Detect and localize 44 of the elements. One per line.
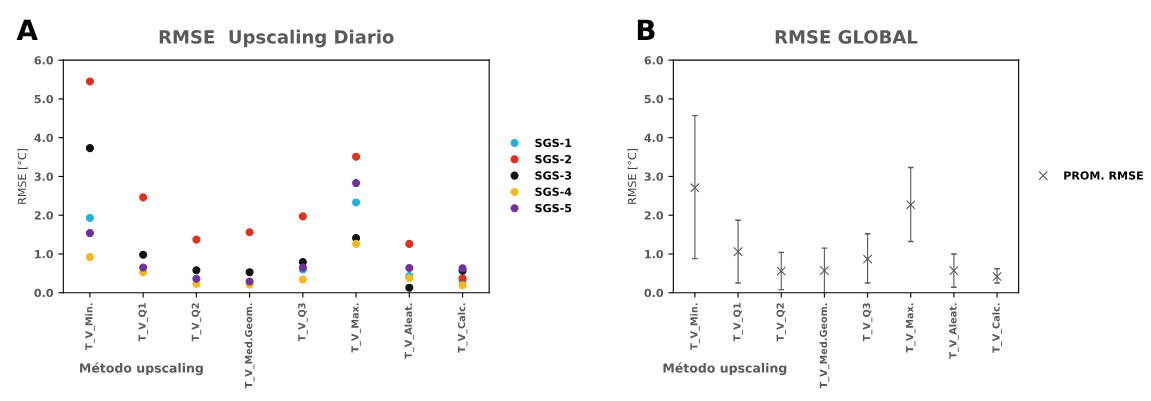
y-tick-label: 0.0 [34,288,54,298]
y-tick-label: 2.0 [34,211,54,220]
y-tick-label: 3.0 [34,172,54,181]
x-tick-label: T_V_Med.Geom. [819,303,830,389]
y-tick-label: 1.0 [645,249,664,259]
y-tick-label: 1.0 [35,249,54,259]
legend-label: SGS-2 [535,154,572,164]
x-tick-label: T_V_Q1 [138,303,148,342]
y-tick-label: 5.0 [644,94,664,104]
y-tick-label: 2.0 [644,211,664,220]
x-tick-label: T_V_Q1 [733,303,743,342]
x-tick-label: T_V_Min. [85,303,95,350]
legend-label: SGS-4 [535,187,572,196]
legend-label: SGS-5 [535,203,572,213]
y-tick-label: 4.0 [34,133,54,143]
x-tick-label: T_V_Med.Geom. [244,303,255,389]
x-tick-label: T_V_Q3 [862,303,873,342]
chart-title: RMSE Upscaling Diario [159,29,394,48]
y-tick-label: 3.0 [644,172,664,181]
x-tick-label: T_V_Aleat. [404,303,415,359]
x-tick-label: T_V_Calc. [992,303,1002,353]
x-tick-label: T_V_Max. [351,303,361,353]
x-axis-title: Método upscaling [80,362,203,376]
y-tick-label: 6.0 [34,56,54,65]
x-tick-label: T_V_Min. [690,303,700,350]
legend-label: PROM. RMSE [1064,171,1143,180]
x-tick-label: T_V_Calc. [457,303,468,353]
legend-label: SGS-3 [535,171,572,180]
x-axis-title: Método upscaling [663,362,787,376]
y-tick-label: 4.0 [644,133,664,143]
legend-label: SGS-1 [535,138,572,148]
chart-title: RMSE GLOBAL [775,30,918,44]
text: A [16,19,38,40]
y-axis-title: RMSE [°C] [627,148,638,204]
x-tick-label: T_V_Q3 [298,303,308,342]
x-tick-label: T_V_Q2 [776,303,786,342]
y-tick-label: 5.0 [34,94,54,104]
y-axis-title: RMSE [°C] [17,148,28,204]
x-tick-label: T_V_Aleat. [949,303,959,359]
y-tick-label: 0.0 [644,288,664,298]
x-tick-label: T_V_Max. [906,303,916,353]
text: B [637,19,655,40]
x-tick-label: T_V_Q2 [191,303,202,342]
y-tick-label: 6.0 [644,56,664,65]
